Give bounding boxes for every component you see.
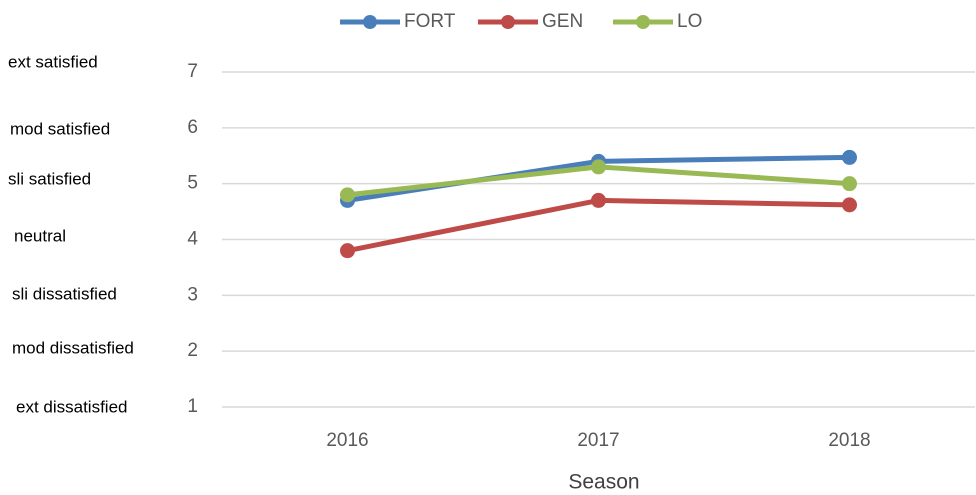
y-tick-label: 2 bbox=[187, 340, 198, 361]
point bbox=[842, 149, 857, 165]
x-tick-label: 2017 bbox=[577, 430, 619, 451]
y-tick-label: 7 bbox=[187, 61, 198, 82]
legend-label: FORT bbox=[404, 11, 456, 32]
scale-label: mod dissatisfied bbox=[12, 338, 134, 357]
y-tick-label: 5 bbox=[187, 173, 198, 194]
legend-marker bbox=[363, 15, 377, 29]
y-tick-label: 4 bbox=[187, 229, 198, 250]
x-axis-label: Season bbox=[568, 471, 639, 494]
point bbox=[340, 243, 355, 259]
y-tick-label: 6 bbox=[187, 117, 198, 138]
point bbox=[340, 187, 355, 203]
y-tick-label: 3 bbox=[187, 284, 198, 305]
scale-label: ext dissatisfied bbox=[16, 397, 128, 416]
point bbox=[591, 159, 606, 175]
scale-label: neutral bbox=[14, 226, 66, 245]
legend-label: LO bbox=[677, 11, 702, 32]
legend-marker bbox=[501, 15, 515, 29]
x-tick-label: 2016 bbox=[326, 430, 368, 451]
point bbox=[591, 192, 606, 208]
scale-label: mod satisfied bbox=[10, 119, 110, 138]
legend-label: GEN bbox=[542, 11, 583, 32]
scale-label: sli dissatisfied bbox=[12, 284, 117, 303]
y-tick-label: 1 bbox=[187, 396, 198, 417]
point bbox=[842, 197, 857, 213]
scale-label: sli satisfied bbox=[8, 169, 91, 188]
series-line bbox=[347, 197, 850, 254]
x-tick-label: 2018 bbox=[828, 430, 870, 451]
point bbox=[842, 176, 857, 192]
scale-label: ext satisfied bbox=[8, 52, 98, 71]
legend-marker bbox=[636, 15, 650, 29]
